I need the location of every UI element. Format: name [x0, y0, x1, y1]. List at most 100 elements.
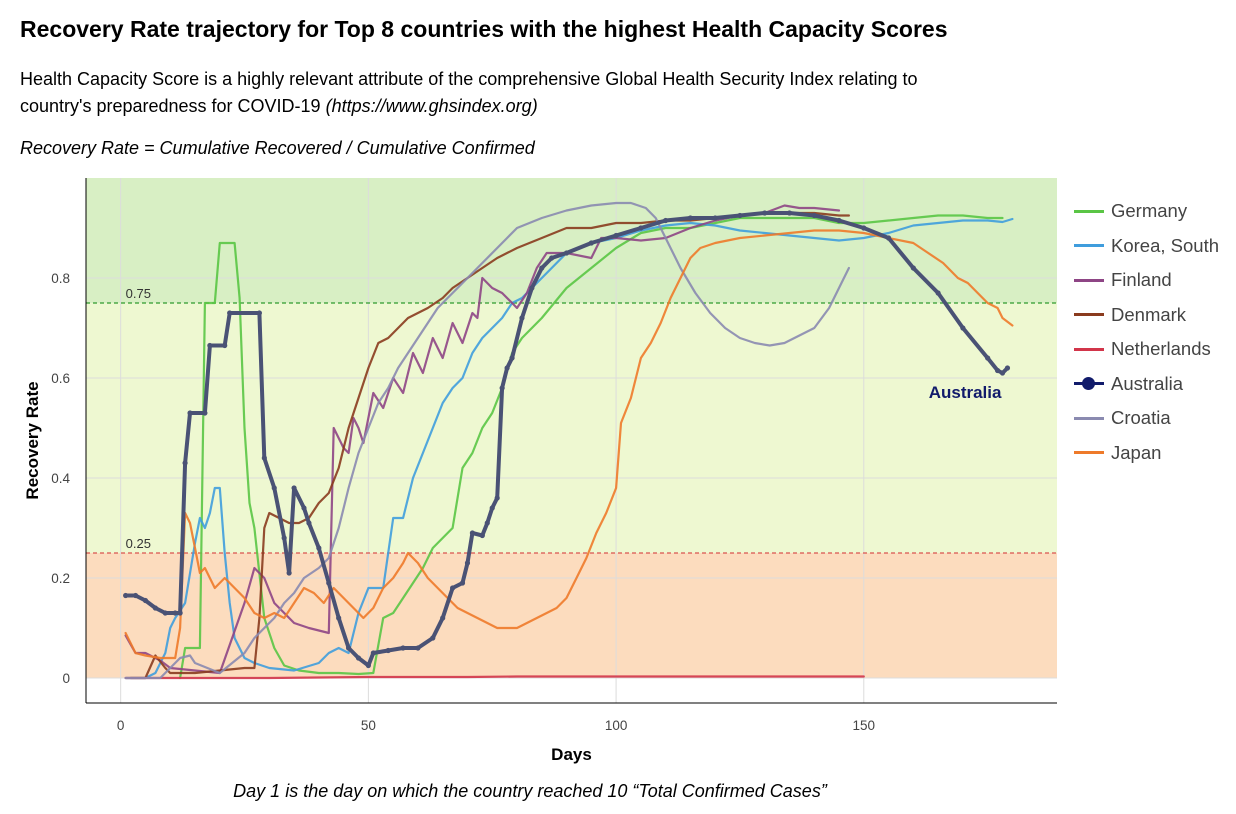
- point-australia: [811, 212, 817, 219]
- legend-item-denmark[interactable]: Denmark: [1074, 298, 1219, 333]
- point-australia: [663, 217, 669, 224]
- point-australia: [459, 580, 466, 586]
- zone-band-1: [86, 303, 1057, 553]
- point-australia: [281, 535, 287, 541]
- point-australia: [182, 460, 188, 466]
- x-axis-title: Days: [551, 745, 592, 764]
- legend-marker: [1082, 377, 1095, 391]
- y-axis-title: Recovery Rate: [23, 381, 42, 499]
- legend-swatch: [1074, 209, 1104, 213]
- point-australia: [935, 290, 941, 296]
- legend-item-finland[interactable]: Finland: [1074, 263, 1219, 298]
- point-australia: [994, 367, 1001, 374]
- legend-label: Japan: [1111, 441, 1162, 463]
- point-australia: [152, 605, 158, 611]
- legend-label: Germany: [1111, 200, 1188, 222]
- point-australia: [999, 370, 1006, 376]
- point-australia: [861, 225, 867, 231]
- y-tick-label: 0.6: [51, 371, 70, 386]
- zone-band-0: [86, 178, 1057, 303]
- point-australia: [638, 225, 644, 231]
- chart-title: Recovery Rate trajectory for Top 8 count…: [20, 16, 948, 42]
- point-australia: [737, 212, 743, 219]
- highlight-label: Australia: [929, 383, 1002, 402]
- point-australia: [499, 385, 505, 391]
- point-australia: [885, 235, 892, 241]
- legend-swatch: [1074, 278, 1104, 282]
- point-australia: [400, 645, 406, 651]
- x-tick-label: 150: [853, 718, 876, 733]
- point-australia: [762, 210, 768, 216]
- point-australia: [464, 560, 471, 566]
- series-croatia: [124, 201, 850, 680]
- point-australia: [177, 610, 183, 616]
- point-australia: [469, 530, 476, 536]
- point-australia: [430, 635, 436, 641]
- legend-label: Netherlands: [1111, 338, 1211, 360]
- legend-item-australia[interactable]: Australia: [1074, 367, 1219, 402]
- reference-line-label: 0.25: [126, 536, 151, 551]
- point-australia: [563, 250, 570, 256]
- legend-label: Denmark: [1111, 303, 1187, 325]
- line-netherlands: [124, 675, 865, 680]
- x-tick-label: 100: [605, 718, 628, 733]
- source-link-text[interactable]: (https://www.ghsindex.org): [325, 96, 538, 116]
- point-australia: [132, 592, 139, 599]
- point-australia: [286, 570, 292, 576]
- legend-item-germany[interactable]: Germany: [1074, 194, 1219, 229]
- legend-label: Australia: [1111, 372, 1183, 394]
- series-finland: [124, 204, 841, 675]
- point-australia: [227, 310, 233, 316]
- legend-swatch: [1074, 451, 1104, 455]
- point-australia: [301, 505, 307, 511]
- point-australia: [365, 662, 371, 669]
- legend: Germany Korea, South Finland Denmark Netherl…: [1074, 194, 1219, 470]
- point-australia: [529, 285, 535, 291]
- legend-swatch: [1074, 416, 1104, 420]
- point-australia: [504, 365, 510, 371]
- legend-swatch: [1074, 244, 1104, 248]
- point-australia: [539, 265, 545, 271]
- point-australia: [222, 342, 228, 349]
- y-tick-label: 0.4: [51, 471, 70, 486]
- legend-item-korea-south[interactable]: Korea, South: [1074, 229, 1219, 264]
- point-australia: [786, 210, 793, 216]
- point-australia: [187, 410, 193, 416]
- point-australia: [509, 355, 515, 361]
- point-australia: [450, 585, 456, 591]
- point-australia: [370, 650, 376, 656]
- x-tick-label: 0: [117, 718, 125, 733]
- point-australia: [985, 355, 991, 361]
- point-australia: [256, 310, 262, 316]
- footnote: Day 1 is the day on which the country re…: [233, 781, 827, 801]
- point-australia: [385, 647, 391, 654]
- point-australia: [440, 615, 446, 621]
- reference-line-label: 0.75: [126, 286, 151, 301]
- point-australia: [306, 520, 312, 526]
- point-australia: [613, 232, 619, 239]
- point-australia: [162, 610, 168, 616]
- point-australia: [484, 520, 490, 526]
- point-australia: [910, 265, 916, 271]
- legend-item-japan[interactable]: Japan: [1074, 436, 1219, 471]
- point-australia: [123, 592, 129, 599]
- series-netherlands: [124, 675, 865, 680]
- series-australia: [123, 210, 1011, 669]
- line-japan: [124, 229, 1014, 660]
- point-australia: [494, 495, 500, 501]
- point-australia: [142, 597, 149, 604]
- point-australia: [172, 610, 178, 616]
- point-australia: [549, 255, 555, 261]
- formula-note: Recovery Rate = Cumulative Recovered / C…: [20, 138, 535, 158]
- line-finland: [124, 204, 841, 675]
- legend-label: Korea, South: [1111, 234, 1219, 256]
- legend-item-croatia[interactable]: Croatia: [1074, 401, 1219, 436]
- point-australia: [326, 580, 332, 586]
- x-tick-label: 50: [361, 718, 376, 733]
- zone-band-2: [86, 553, 1057, 678]
- legend-item-netherlands[interactable]: Netherlands: [1074, 332, 1219, 367]
- point-australia: [479, 532, 485, 539]
- point-australia: [261, 455, 267, 461]
- series-germany: [179, 214, 1004, 680]
- point-australia: [836, 217, 842, 224]
